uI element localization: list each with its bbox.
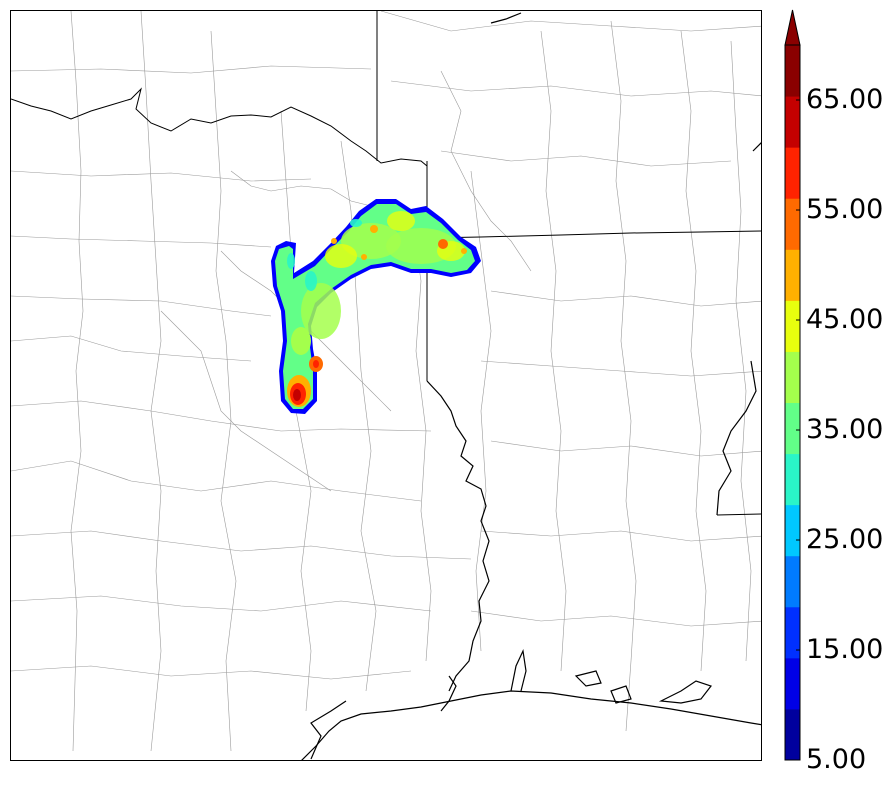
colorbar-segment: [785, 198, 800, 250]
colorbar-segment: [785, 147, 800, 199]
colorbar-outline: [784, 44, 801, 761]
colorbar-segment: [785, 351, 800, 403]
colorbar-tick-label: 55.00: [806, 194, 884, 225]
colorbar-tick-label: 15.00: [806, 634, 884, 665]
coastline: [301, 12, 761, 760]
colorbar-segment: [785, 402, 800, 455]
colorbar-tick-label: 65.00: [806, 84, 884, 115]
map-canvas: [11, 11, 761, 760]
colorbar-segment: [785, 249, 800, 301]
precipitation-field: [271, 199, 481, 414]
colorbar-segment: [785, 504, 800, 557]
map-panel: [10, 10, 762, 761]
colorbar-tick-label: 35.00: [806, 414, 884, 445]
colorbar-segment: [785, 300, 800, 352]
colorbar-segment: [785, 45, 800, 97]
colorbar-segment: [785, 657, 800, 710]
colorbar-segment: [785, 453, 800, 506]
colorbar-tick-label: 25.00: [806, 524, 884, 555]
colorbar-segment: [785, 555, 800, 608]
county-boundaries: [11, 11, 761, 752]
colorbar-segment: [785, 708, 800, 761]
colorbar-segment: [785, 606, 800, 659]
colorbar-tick-label: 5.00: [806, 744, 867, 775]
colorbar-segment: [785, 96, 800, 148]
colorbar-extend-arrow: [784, 9, 801, 46]
colorbar-tick-label: 45.00: [806, 304, 884, 335]
